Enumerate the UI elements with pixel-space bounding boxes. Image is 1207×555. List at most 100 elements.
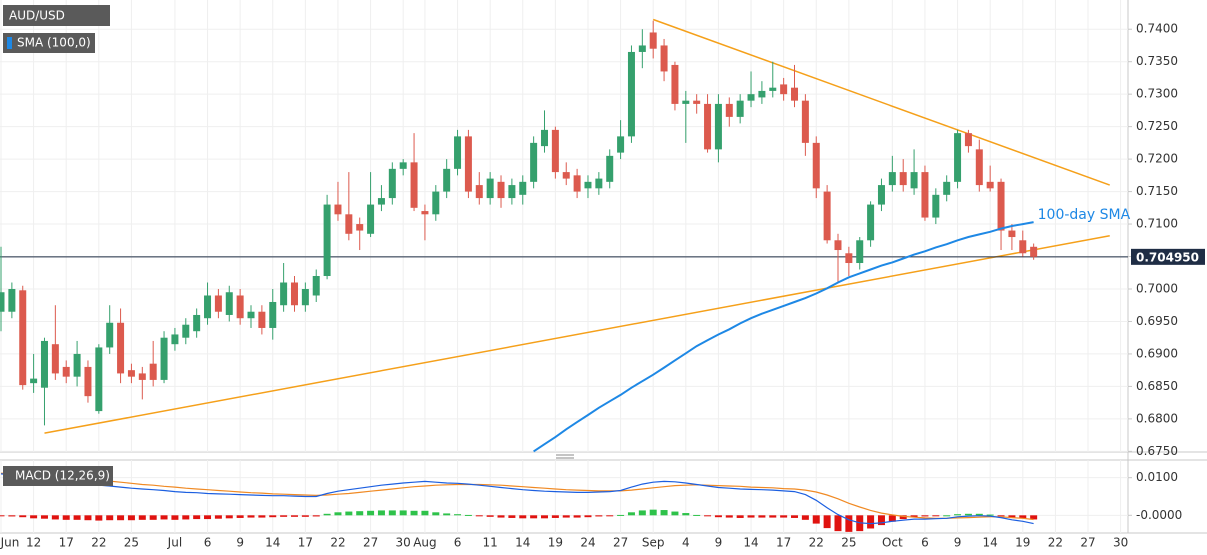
candle-body — [421, 211, 429, 215]
histogram-bar — [932, 515, 940, 517]
price-plot — [0, 0, 1128, 452]
candle-body — [399, 162, 407, 169]
histogram-bar — [791, 515, 799, 518]
candle-body — [334, 204, 342, 215]
x-tick-label: 12 — [26, 536, 41, 550]
candle-body — [736, 100, 744, 117]
candle-body — [551, 129, 559, 173]
histogram-bar — [182, 515, 190, 520]
x-tick-label: 6 — [921, 536, 929, 550]
histogram-bar — [519, 515, 527, 519]
candle-body — [62, 366, 70, 377]
candle-body — [508, 185, 516, 199]
histogram-bar — [95, 515, 103, 521]
candle-body — [454, 136, 462, 169]
histogram-bar — [562, 515, 570, 518]
histogram-bar — [464, 514, 472, 516]
legend-box — [3, 33, 95, 53]
candle-body — [812, 142, 820, 189]
candle-body — [671, 64, 679, 104]
candle-body — [377, 198, 385, 205]
candle-body — [747, 94, 755, 101]
histogram-bar — [258, 515, 266, 518]
histogram-bar — [345, 511, 353, 516]
y-tick-label: 0.7200 — [1136, 152, 1178, 166]
histogram-bar — [62, 515, 70, 520]
histogram-bar — [117, 515, 125, 521]
histogram-bar — [823, 515, 831, 529]
candle-body — [388, 168, 396, 199]
histogram-bar — [888, 515, 896, 522]
histogram-bar — [638, 510, 646, 516]
candle-body — [997, 181, 1005, 231]
y-tick-label: 0.7350 — [1136, 54, 1178, 68]
histogram-bar — [204, 515, 212, 520]
candle-body — [617, 136, 625, 153]
candle-body — [877, 185, 885, 205]
candle-body — [225, 292, 233, 315]
x-tick-label: Jun — [0, 536, 19, 550]
histogram-bar — [421, 510, 429, 516]
x-tick-label: 17 — [298, 536, 313, 550]
candle-body — [19, 290, 27, 386]
x-tick-label: 17 — [776, 536, 791, 550]
histogram-bar — [986, 514, 994, 516]
histogram-bar — [660, 510, 668, 516]
histogram-bar — [921, 515, 929, 517]
histogram-bar — [236, 515, 244, 518]
y-tick-label: 0.6800 — [1136, 411, 1178, 425]
histogram-bar — [682, 513, 690, 516]
candle-body — [356, 224, 364, 231]
histogram-bar — [84, 515, 92, 521]
histogram-bar — [127, 515, 135, 521]
x-tick-label: 27 — [363, 536, 378, 550]
x-tick-label: 9 — [954, 536, 962, 550]
y-tick-label: 0.6900 — [1136, 346, 1178, 360]
candle-body — [769, 87, 777, 91]
histogram-bar — [617, 514, 625, 516]
histogram-bar — [997, 515, 1005, 517]
histogram-bar — [160, 515, 168, 520]
histogram-bar — [356, 511, 364, 516]
candle-body — [530, 142, 538, 182]
histogram-bar — [747, 515, 755, 518]
histogram-bar — [0, 515, 5, 517]
y-tick-label: 0.7000 — [1136, 281, 1178, 295]
candle-body — [443, 168, 451, 192]
y-tick-label: 0.6950 — [1136, 314, 1178, 328]
trendline — [652, 18, 1110, 186]
candle-body — [704, 103, 712, 150]
x-tick-label: 27 — [1080, 536, 1095, 550]
histogram-bar — [801, 515, 809, 520]
candle-body — [682, 100, 690, 104]
histogram-bar — [551, 515, 559, 518]
histogram-bar — [595, 515, 603, 517]
candle-body — [40, 340, 48, 388]
histogram-bar — [964, 513, 972, 516]
candle-body — [160, 337, 168, 380]
x-tick-label: Aug — [413, 536, 436, 550]
candle-body — [606, 155, 614, 182]
candle-body — [214, 295, 222, 312]
candle-body — [638, 45, 646, 52]
histogram-bar — [399, 510, 407, 516]
candle-body — [410, 162, 418, 208]
candle-body — [106, 322, 114, 348]
legend-indicator: SMA (100,0) — [17, 36, 91, 50]
candle-body — [888, 172, 896, 186]
histogram-bar — [812, 515, 820, 524]
candle-body — [801, 100, 809, 143]
histogram-bar — [323, 513, 331, 516]
candle-body — [323, 204, 331, 277]
candle-body — [584, 181, 592, 189]
histogram-bar — [269, 515, 277, 518]
last-price-box — [1131, 248, 1205, 265]
candle-body — [943, 181, 951, 195]
histogram-bar — [486, 515, 494, 517]
candle-body — [8, 288, 16, 312]
x-tick-label: 9 — [236, 536, 244, 550]
histogram-bar — [171, 515, 179, 520]
candle-body — [51, 344, 59, 374]
histogram-bar — [410, 510, 418, 516]
trendline — [44, 235, 1110, 434]
